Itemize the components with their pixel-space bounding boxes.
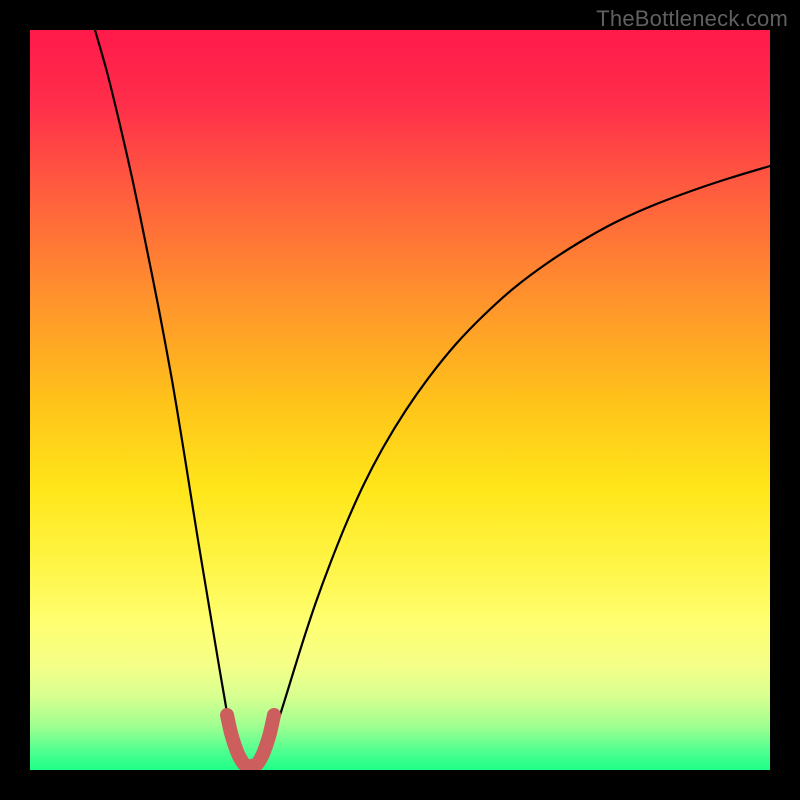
plot-area — [30, 30, 770, 770]
chart-frame: TheBottleneck.com — [0, 0, 800, 800]
bottleneck-curve-chart — [30, 30, 770, 770]
watermark-text: TheBottleneck.com — [596, 6, 788, 32]
gradient-background — [30, 30, 770, 770]
